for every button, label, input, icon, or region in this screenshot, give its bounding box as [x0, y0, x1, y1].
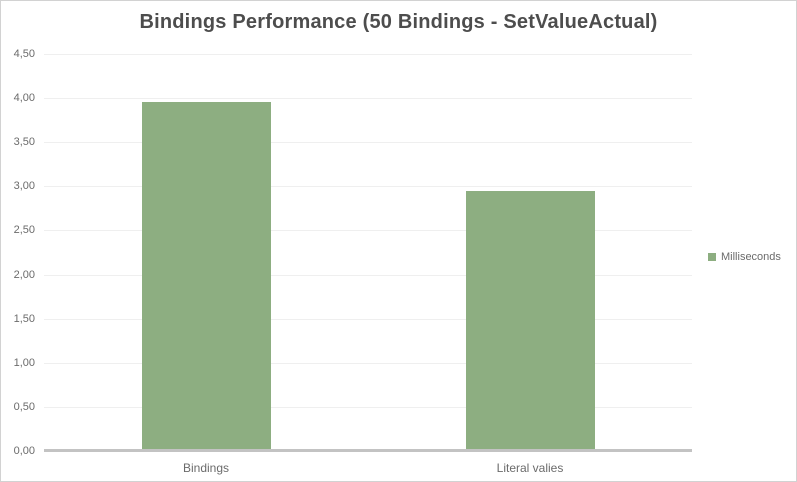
- chart-title: Bindings Performance (50 Bindings - SetV…: [139, 11, 658, 33]
- gridline: [44, 186, 692, 188]
- x-category-label: Bindings: [182, 461, 230, 475]
- y-tick-label: 2,00: [13, 268, 35, 281]
- bar-bindings: [141, 101, 271, 451]
- gridline: [44, 142, 692, 144]
- plot-area: 0,00 0,50 1,00 1,50 2,00 2,50 3,00 3,50 4,00 4,50…: [14, 48, 692, 475]
- y-tick-label: 0,50: [13, 400, 35, 413]
- gridline: [44, 98, 692, 100]
- legend-marker-icon: [708, 253, 716, 261]
- legend: Milliseconds: [708, 251, 781, 263]
- gridline: [44, 318, 692, 320]
- gridline: [44, 54, 692, 55]
- y-tick-label: 1,50: [13, 312, 35, 325]
- gridline: [44, 230, 692, 232]
- y-tick-label: 3,50: [13, 136, 35, 149]
- gridline: [44, 274, 692, 276]
- bar-literal-valies: [465, 190, 595, 451]
- y-tick-label: 4,50: [13, 48, 35, 60]
- y-tick-label: 2,50: [13, 224, 35, 237]
- y-tick-label: 1,00: [13, 356, 35, 369]
- x-axis-line: [44, 449, 692, 452]
- y-tick-label: 3,00: [13, 180, 35, 193]
- x-category-label: Literal valies: [496, 461, 564, 475]
- y-tick-label: 0,00: [13, 445, 35, 457]
- legend-label: Milliseconds: [721, 251, 781, 263]
- gridline: [44, 362, 692, 364]
- y-tick-label: 4,00: [13, 92, 35, 105]
- gridline: [44, 406, 692, 408]
